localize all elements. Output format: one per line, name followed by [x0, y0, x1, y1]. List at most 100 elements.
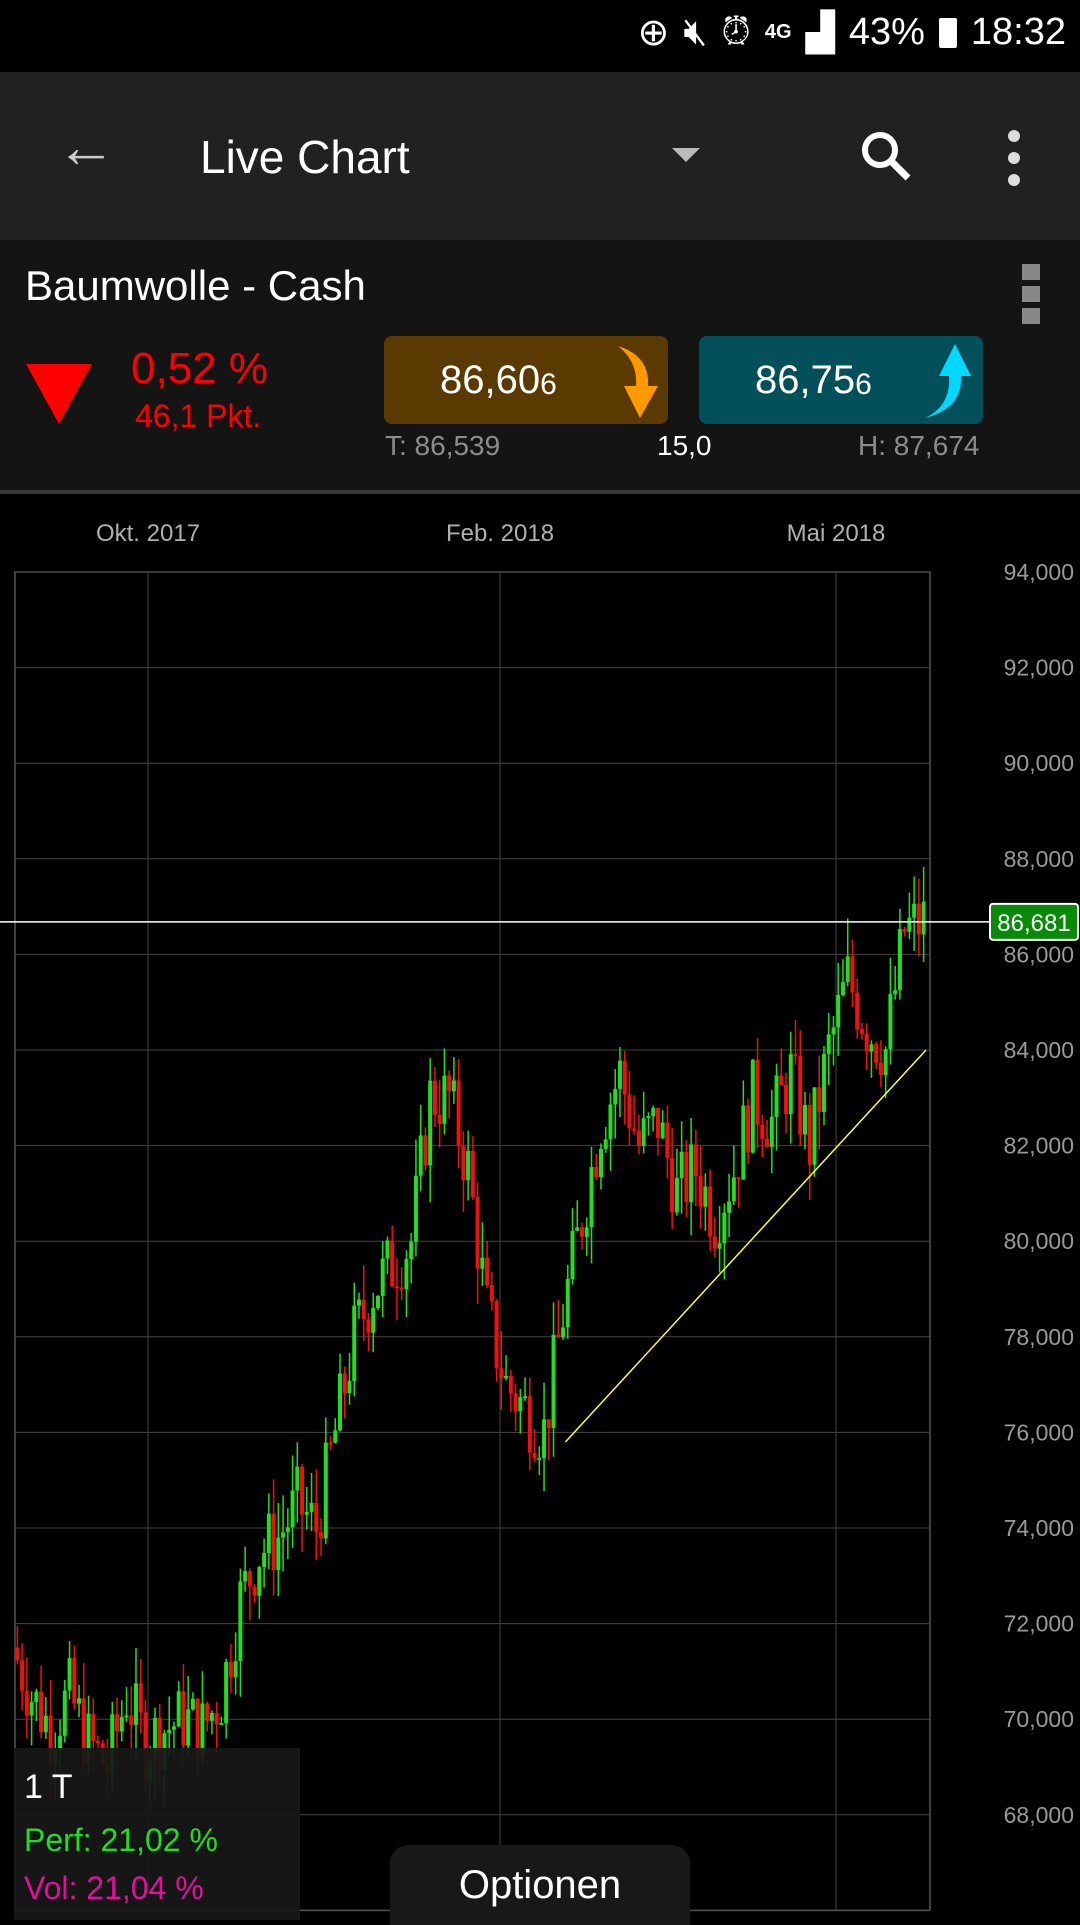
y-tick-label: 82,000: [1004, 1133, 1074, 1159]
candle-body: [902, 929, 907, 932]
candle-body: [143, 1712, 148, 1780]
candle-body: [698, 1176, 703, 1207]
candle-body: [523, 1396, 528, 1399]
candle-body: [290, 1490, 295, 1528]
menu-icon[interactable]: [1022, 264, 1042, 326]
candle-body: [451, 1080, 456, 1092]
sell-button[interactable]: 86,60 6: [384, 336, 668, 424]
candle-body: [81, 1698, 86, 1764]
candle-body: [115, 1714, 120, 1732]
candle-body: [138, 1683, 143, 1713]
price-chart[interactable]: 94,000 92,000 90,000 88,000 86,000 84,000 82,0…: [0, 490, 1080, 1920]
buy-button[interactable]: 86,75 6: [699, 336, 983, 424]
candle-body: [281, 1532, 286, 1538]
performance-overlay: 1 T Perf: 21,02 % Vol: 21,04 %: [14, 1748, 300, 1920]
candle-body: [276, 1537, 281, 1571]
candle-body: [394, 1286, 399, 1289]
high-price: H: 87,674: [858, 430, 980, 461]
bid-price-small: 6: [540, 368, 557, 401]
candle-body: [840, 981, 845, 996]
candle-body: [736, 1177, 741, 1180]
candle-body: [518, 1397, 523, 1412]
clock: 18:32: [970, 11, 1066, 53]
y-tick-label: 84,000: [1004, 1037, 1074, 1063]
period-label[interactable]: 1 T: [24, 1768, 73, 1806]
status-bar: ⊕ 🔇︎ ⏰︎ 4G ▟ 43% 18:32: [0, 0, 1080, 72]
candle-body: [390, 1240, 395, 1287]
candle-body: [475, 1196, 480, 1269]
candle-body: [352, 1305, 357, 1382]
candle-body: [641, 1118, 646, 1146]
more-vert-icon[interactable]: [1004, 128, 1024, 188]
candle-body: [565, 1279, 570, 1328]
candle-body: [897, 929, 902, 991]
x-tick-label: Feb. 2018: [445, 520, 555, 547]
y-tick-label: 76,000: [1004, 1419, 1074, 1445]
candle-body: [826, 1034, 831, 1054]
candle-body: [404, 1259, 409, 1290]
candle-body: [252, 1586, 257, 1596]
candle-body: [319, 1532, 324, 1539]
dropdown-icon[interactable]: [672, 148, 700, 162]
candle-body: [921, 901, 926, 935]
data-saver-icon: ⊕: [637, 12, 670, 54]
y-tick-label: 92,000: [1004, 655, 1074, 681]
candle-body: [916, 903, 921, 935]
candle-body: [399, 1287, 404, 1290]
candle-body: [86, 1713, 91, 1764]
candle-body: [328, 1442, 333, 1445]
candle-body: [309, 1502, 314, 1512]
search-icon[interactable]: [858, 128, 914, 184]
arrow-up-cyan-icon: [925, 344, 971, 418]
candle-body: [774, 1075, 779, 1117]
candle-body: [589, 1167, 594, 1228]
candle-body: [247, 1571, 252, 1587]
candle-body: [551, 1334, 556, 1428]
candle-body: [845, 956, 850, 982]
candle-body: [77, 1698, 82, 1704]
candle-body: [779, 1075, 784, 1086]
candle-body: [888, 994, 893, 1050]
candle-body: [746, 1105, 751, 1153]
candle-body: [176, 1691, 181, 1727]
candle-body: [798, 1056, 803, 1135]
candle-body: [537, 1457, 542, 1460]
candle-body: [437, 1114, 442, 1124]
candle-body: [708, 1186, 713, 1237]
y-tick-label: 80,000: [1004, 1228, 1074, 1254]
y-tick-label: 86,000: [1004, 941, 1074, 967]
current-price-label: 86,681: [997, 910, 1070, 937]
candle-body: [366, 1319, 371, 1333]
back-arrow-icon[interactable]: ←: [56, 113, 116, 180]
y-tick-label: 68,000: [1004, 1802, 1074, 1828]
candle-body: [807, 1104, 812, 1165]
options-button[interactable]: Optionen: [390, 1845, 690, 1925]
candle-body: [480, 1257, 485, 1269]
candle-body: [874, 1044, 879, 1063]
candle-body: [670, 1157, 675, 1213]
candle-body: [869, 1044, 874, 1052]
candle-body: [893, 990, 898, 995]
candle-body: [584, 1227, 589, 1237]
spread: 15,0: [657, 430, 712, 461]
candle-body: [603, 1139, 608, 1149]
candle-body: [224, 1661, 229, 1724]
candle-body: [442, 1075, 447, 1124]
y-tick-label: 88,000: [1004, 846, 1074, 872]
ask-price: 86,75: [755, 357, 856, 402]
candle-body: [850, 956, 855, 993]
candle-body: [570, 1230, 575, 1280]
candle-body: [651, 1108, 656, 1117]
candle-body: [371, 1308, 376, 1333]
candle-body: [129, 1715, 134, 1725]
candle-body: [190, 1698, 195, 1710]
candle-body: [466, 1150, 471, 1181]
candle-body: [300, 1466, 305, 1515]
candle-body: [171, 1726, 176, 1730]
candle-body: [323, 1442, 328, 1539]
candle-body: [110, 1714, 115, 1774]
candle-body: [167, 1729, 172, 1734]
page-title: Live Chart: [200, 131, 410, 183]
ask-price-small: 6: [855, 368, 872, 401]
candle-body: [755, 1059, 760, 1125]
